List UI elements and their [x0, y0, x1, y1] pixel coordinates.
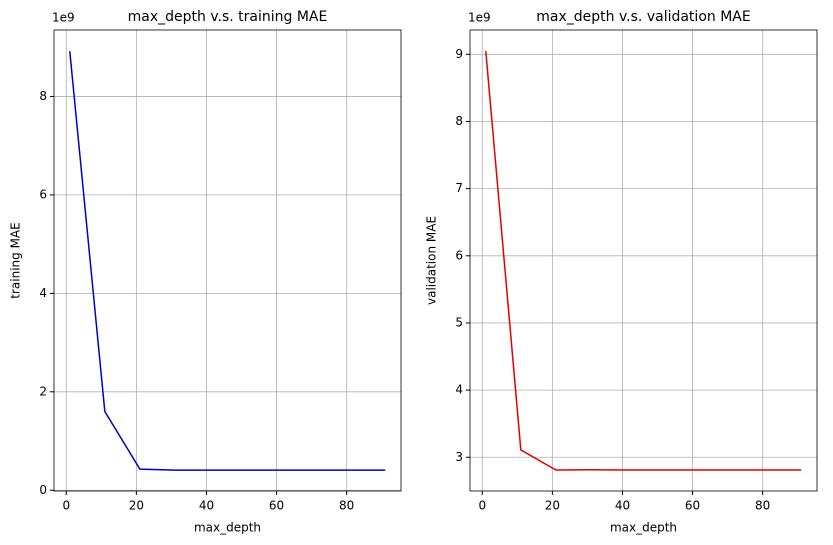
y-tick-label: 3 — [455, 450, 463, 464]
x-tick-label: 40 — [615, 499, 630, 513]
x-axis-label: max_depth — [610, 521, 677, 535]
y-tick-label: 6 — [39, 187, 47, 201]
data-line — [69, 51, 386, 471]
x-tick-label: 0 — [62, 499, 70, 513]
y-tick-label: 8 — [455, 114, 463, 128]
x-tick-label: 0 — [478, 499, 486, 513]
y-tick-label: 2 — [39, 384, 47, 398]
y-tick-label: 0 — [39, 483, 47, 497]
chart-title: max_depth v.s. validation MAE — [536, 9, 750, 25]
y-offset-text: 1e9 — [468, 11, 491, 25]
axes-frame — [53, 29, 402, 492]
y-offset-text: 1e9 — [52, 11, 75, 25]
y-tick-label: 7 — [455, 181, 463, 195]
x-tick-label: 20 — [129, 499, 144, 513]
x-tick-label: 80 — [755, 499, 770, 513]
y-tick-label: 9 — [455, 47, 463, 61]
y-tick-label: 5 — [455, 315, 463, 329]
y-tick-label: 4 — [39, 286, 47, 300]
x-tick-label: 40 — [199, 499, 214, 513]
y-tick-label: 4 — [455, 383, 463, 397]
x-tick-label: 60 — [269, 499, 284, 513]
axes-frame — [469, 29, 818, 492]
y-tick-label: 8 — [39, 89, 47, 103]
chart-title: max_depth v.s. training MAE — [128, 9, 328, 25]
y-axis-label: training MAE — [9, 222, 23, 298]
data-line — [485, 50, 802, 471]
x-tick-label: 80 — [339, 499, 354, 513]
y-axis-label: validation MAE — [425, 216, 439, 305]
x-axis-label: max_depth — [194, 521, 261, 535]
x-tick-label: 20 — [545, 499, 560, 513]
x-tick-label: 60 — [685, 499, 700, 513]
y-tick-label: 6 — [455, 248, 463, 262]
